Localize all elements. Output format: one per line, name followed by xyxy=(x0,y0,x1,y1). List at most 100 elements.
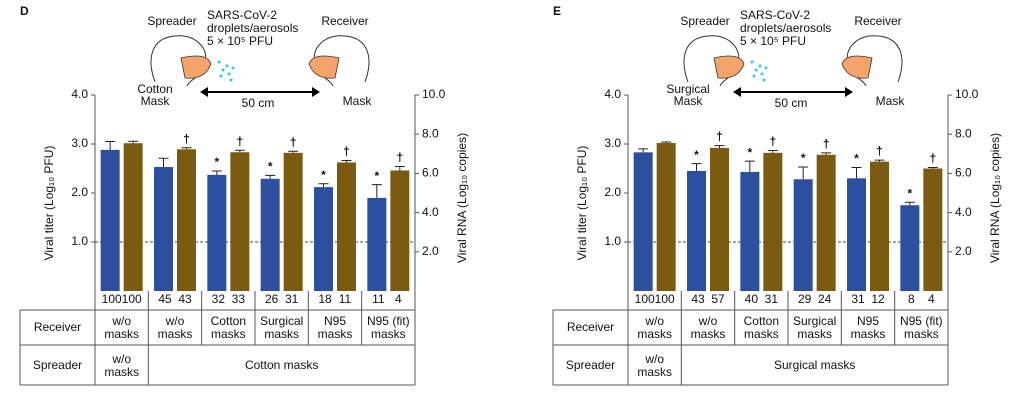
row-label: Spreader xyxy=(32,357,83,372)
significance-mark: * xyxy=(747,145,752,159)
panel-label: D xyxy=(20,4,29,18)
receiver-cell: N95 (fit) masks xyxy=(899,314,943,341)
bar xyxy=(283,152,303,291)
spreader-cell: Surgical masks xyxy=(773,358,856,372)
bar xyxy=(900,205,920,291)
y-tick-label: 2.0 xyxy=(71,185,88,199)
error-bar xyxy=(211,170,222,175)
bar xyxy=(230,152,250,291)
bar xyxy=(687,170,706,291)
error-bar xyxy=(874,159,885,162)
y-tick-label: 2.0 xyxy=(604,185,621,199)
bar xyxy=(177,149,196,291)
relative-label: 4 xyxy=(928,292,935,306)
bar xyxy=(870,161,889,291)
bar xyxy=(740,171,760,291)
bar xyxy=(390,170,410,291)
bar xyxy=(207,174,227,291)
y2-tick-label: 2.0 xyxy=(955,244,972,258)
relative-label: 100 xyxy=(655,292,675,306)
droplet xyxy=(217,60,221,64)
significance-mark: * xyxy=(801,151,806,165)
agent-label: droplets/aerosols xyxy=(207,21,298,35)
relative-label: 32 xyxy=(212,292,226,306)
significance-mark: * xyxy=(214,155,219,169)
bar xyxy=(100,149,120,291)
receiver-mask-label: Mask xyxy=(876,94,906,108)
droplet xyxy=(764,66,768,70)
receiver-label: Receiver xyxy=(854,14,901,28)
agent-label: droplets/aerosols xyxy=(740,21,831,35)
receiver-mask xyxy=(308,55,340,79)
relative-label: 24 xyxy=(818,292,832,306)
spreader-cell: w/o masks xyxy=(637,351,672,379)
error-bar xyxy=(288,150,299,153)
droplet xyxy=(221,68,225,72)
error-bar xyxy=(371,184,382,198)
spreader-label: Spreader xyxy=(680,14,729,28)
relative-label: 45 xyxy=(158,292,172,306)
significance-mark: † xyxy=(769,135,776,149)
receiver-cell: Surgical masks xyxy=(792,314,837,341)
y-tick-label: 3.0 xyxy=(604,136,621,150)
spreader-mask-label: Mask xyxy=(674,94,704,108)
significance-mark: † xyxy=(929,152,936,166)
relative-label: 57 xyxy=(711,292,725,306)
droplet xyxy=(762,78,766,82)
y2-tick-label: 8.0 xyxy=(955,126,972,140)
error-bar xyxy=(128,140,139,144)
error-bar xyxy=(691,163,702,171)
spreader-label: Spreader xyxy=(147,14,196,28)
receiver-cell: w/o masks xyxy=(104,314,139,341)
row-label: Receiver xyxy=(33,320,82,334)
bar xyxy=(793,179,813,291)
significance-mark: * xyxy=(854,152,859,166)
significance-mark: * xyxy=(694,148,699,162)
bar xyxy=(847,178,866,291)
relative-label: 29 xyxy=(798,292,812,306)
error-bar xyxy=(851,167,862,179)
relative-label: 31 xyxy=(285,292,299,306)
spreader-mask xyxy=(713,55,745,79)
significance-mark: * xyxy=(907,186,912,200)
relative-label: 26 xyxy=(265,292,279,306)
receiver-cell: N95 masks xyxy=(317,314,353,341)
y-tick-label: 1.0 xyxy=(604,234,621,248)
receiver-cell: w/o masks xyxy=(637,314,672,341)
y-axis-label: Viral titer (Log₁₀ PFU) xyxy=(42,146,56,261)
y2-tick-label: 8.0 xyxy=(422,126,439,140)
y2-tick-label: 6.0 xyxy=(422,166,439,180)
agent-label: 5 × 10⁵ PFU xyxy=(207,34,273,48)
bar xyxy=(367,197,387,291)
receiver-cell: Surgical masks xyxy=(259,314,304,341)
significance-mark: * xyxy=(321,168,326,182)
bar xyxy=(123,143,143,291)
receiver-cell: Cotton masks xyxy=(210,314,246,341)
relative-label: 100 xyxy=(635,292,655,306)
error-bar xyxy=(265,174,276,179)
significance-mark: † xyxy=(823,137,830,151)
relative-label: 31 xyxy=(765,292,779,306)
receiver-cell: w/o masks xyxy=(157,314,193,341)
error-bar xyxy=(661,141,672,144)
y2-tick-label: 10.0 xyxy=(955,87,979,101)
bar xyxy=(763,152,783,291)
relative-label: 43 xyxy=(691,292,705,306)
agent-label: SARS-CoV-2 xyxy=(740,8,810,22)
y2-axis-label: Viral RNA (Log₁₀ copies) xyxy=(988,133,1002,263)
spreader-mask-label: Mask xyxy=(141,94,171,108)
error-bar xyxy=(798,166,809,180)
y-axis-label: Viral titer (Log₁₀ PFU) xyxy=(575,146,589,261)
spreader-mask-label: Cotton xyxy=(137,82,172,96)
y2-tick-label: 2.0 xyxy=(422,244,439,258)
droplet xyxy=(758,64,762,68)
bar xyxy=(656,143,676,291)
y2-tick-label: 6.0 xyxy=(955,166,972,180)
receiver-mask xyxy=(841,55,873,79)
relative-label: 40 xyxy=(745,292,759,306)
relative-label: 8 xyxy=(908,292,915,306)
y-tick-label: 4.0 xyxy=(71,87,88,101)
relative-label: 4 xyxy=(395,292,402,306)
error-bar xyxy=(394,166,405,171)
